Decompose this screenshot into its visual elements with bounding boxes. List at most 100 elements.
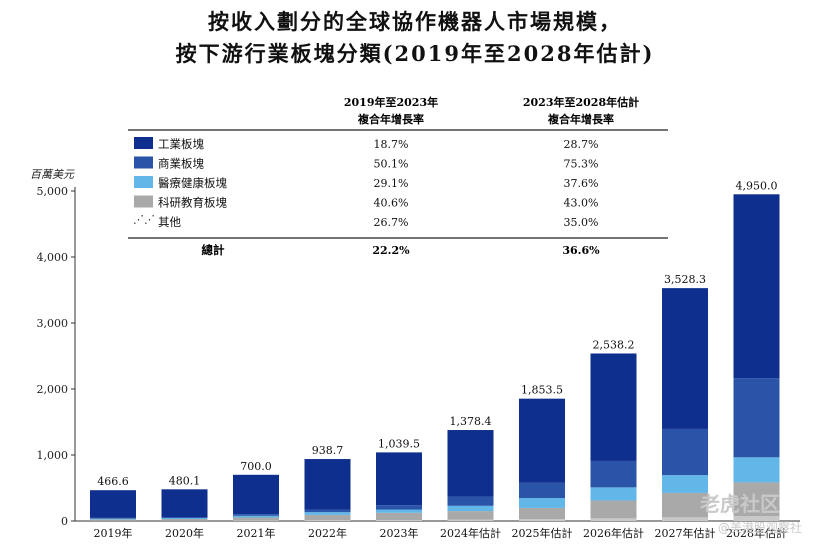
legend-label: 科研教育板塊: [158, 196, 227, 210]
table-cell-cagr-2023-2028: 37.6%: [564, 177, 599, 190]
legend-label: 其他: [158, 215, 181, 229]
bar-segment: [519, 507, 565, 520]
bar-segment: [519, 398, 565, 483]
y-tick-label: 4,000: [37, 251, 69, 264]
table-cell-cagr-2023-2028: 75.3%: [564, 158, 599, 171]
bar-segment: [662, 475, 708, 493]
bar-segment: [662, 492, 708, 518]
bar-segment: [519, 498, 565, 508]
bar-segment: [662, 288, 708, 429]
chart-title-line-2: 按下游行業板塊分類(2019年至2028年估計): [175, 41, 655, 66]
bar-segment: [161, 517, 208, 519]
bar-total-label: 466.6: [97, 475, 129, 488]
bar-total-label: 3,528.3: [664, 273, 706, 286]
bar-segment: [304, 520, 351, 521]
legend-label: 商業板塊: [158, 157, 204, 171]
bar-segment: [90, 519, 136, 521]
table-header-col2-line1: 2023年至2028年估計: [523, 95, 639, 109]
x-tick-label: 2024年估計: [440, 526, 501, 540]
bar-segment: [733, 516, 780, 521]
y-tick-label: 5,000: [37, 185, 69, 198]
table-cell-cagr-2019-2023: 50.1%: [374, 158, 409, 171]
bar-segment: [590, 460, 637, 488]
legend-swatch: [134, 195, 153, 208]
bar-segment: [376, 509, 422, 513]
legend-swatch: [134, 137, 153, 149]
bar-total-label: 480.1: [169, 474, 201, 487]
bar-segment: [233, 514, 279, 516]
x-tick-label: 2023年: [380, 526, 419, 540]
bar-segment: [376, 520, 422, 521]
x-tick-label: 2025年估計: [512, 526, 573, 540]
table-total-cagr-2019-2023: 22.2%: [372, 244, 410, 257]
bar-segment: [304, 514, 351, 521]
bar-segment: [733, 194, 780, 379]
bar-segment: [233, 515, 279, 518]
bar-total-label: 938.7: [312, 444, 344, 457]
bar-segment: [447, 511, 494, 520]
watermark-brand: 老虎社区: [700, 492, 780, 516]
bar-segment: [304, 509, 351, 513]
bar-segment: [590, 353, 637, 461]
legend-label: 工業板塊: [158, 137, 204, 151]
bar-segment: [233, 474, 279, 515]
bar-total-label: 700.0: [240, 460, 272, 473]
x-tick-label: 2019年: [94, 526, 133, 540]
bar-segment: [733, 457, 780, 483]
bar-segment: [733, 482, 780, 517]
x-tick-label: 2028年估計: [726, 526, 787, 540]
chart-title-line-1: 按收入劃分的全球協作機器人市場規模，: [208, 9, 622, 34]
x-tick-label: 2027年估計: [655, 526, 716, 540]
bar-segment: [590, 500, 637, 519]
bar-segment: [519, 482, 565, 499]
bar-segment: [90, 490, 136, 518]
watermark-sub: @美港股观察社: [718, 521, 803, 535]
table-cell-cagr-2023-2028: 43.0%: [564, 197, 599, 210]
bar-segment: [447, 519, 494, 521]
bar-segment: [90, 518, 136, 520]
y-tick-label: 0: [61, 515, 68, 528]
table-total-label: 總計: [202, 243, 225, 257]
bar-segment: [161, 519, 208, 521]
x-tick-label: 2022年: [308, 526, 347, 540]
bar-segment: [161, 518, 208, 520]
y-tick-label: 3,000: [37, 317, 69, 330]
legend-swatch: [134, 156, 153, 169]
table-header-col1-line1: 2019年至2023年: [344, 95, 438, 109]
y-tick-label: 2,000: [37, 383, 69, 396]
x-tick-label: 2026年估計: [583, 526, 644, 540]
table-cell-cagr-2019-2023: 40.6%: [374, 197, 409, 210]
table-cell-cagr-2023-2028: 28.7%: [564, 138, 599, 151]
legend-label: 醫療健康板塊: [158, 176, 227, 190]
table-header-col2-line2: 複合年增長率: [547, 112, 614, 126]
bar-total-label: 2,538.2: [593, 338, 635, 351]
y-axis-label: 百萬美元: [30, 168, 75, 181]
table-header-col1-line2: 複合年增長率: [357, 112, 424, 126]
bar-segment: [447, 430, 494, 497]
table-cell-cagr-2023-2028: 35.0%: [564, 216, 599, 229]
table-cell-cagr-2019-2023: 26.7%: [374, 216, 409, 229]
legend-swatch: [134, 176, 153, 188]
bar-segment: [376, 505, 422, 510]
bar-total-label: 1,853.5: [521, 384, 563, 397]
bar-segment: [662, 428, 708, 476]
bar-segment: [447, 496, 494, 506]
bar-segment: [376, 512, 422, 521]
bar-segment: [733, 378, 780, 458]
bar-segment: [447, 505, 494, 512]
bar-segment: [233, 520, 279, 521]
table-total-cagr-2023-2028: 36.6%: [562, 244, 600, 257]
bar-segment: [304, 459, 351, 510]
bar-segment: [161, 489, 208, 518]
table-cell-cagr-2019-2023: 18.7%: [374, 138, 409, 151]
bar-total-label: 1,378.4: [450, 415, 492, 428]
bar-segment: [304, 512, 351, 515]
x-tick-label: 2020年: [165, 526, 204, 540]
bar-segment: [90, 517, 136, 519]
bar-total-label: 1,039.5: [378, 437, 420, 450]
bar-segment: [519, 519, 565, 521]
y-tick-label: 1,000: [37, 449, 69, 462]
table-cell-cagr-2019-2023: 29.1%: [374, 177, 409, 190]
x-tick-label: 2021年: [237, 526, 276, 540]
